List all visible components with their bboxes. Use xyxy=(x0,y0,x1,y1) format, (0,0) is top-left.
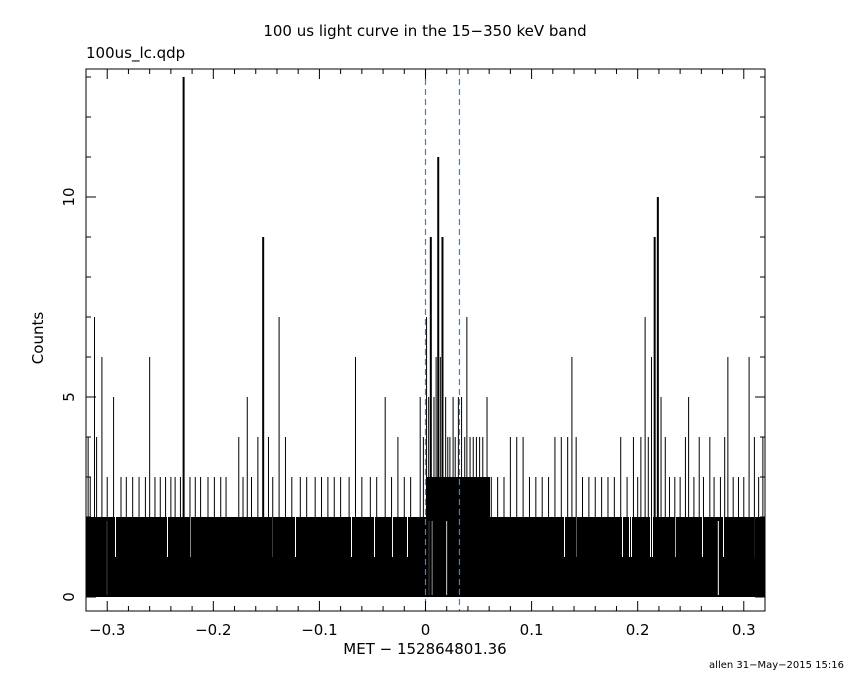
x-tick-label: −0.2 xyxy=(195,621,231,639)
x-tick-label: 0.3 xyxy=(732,621,756,639)
y-tick-label: 0 xyxy=(60,592,78,602)
axis-ticks: −0.3 −0.2 −0.1 0 0.1 0.2 0.3 0 5 10 xyxy=(60,69,766,639)
light-curve-bars xyxy=(86,77,765,597)
x-tick-label: 0 xyxy=(421,621,431,639)
x-tick-label: −0.1 xyxy=(301,621,337,639)
footer-stamp: allen 31−May−2015 15:16 xyxy=(709,660,844,671)
file-label: 100us_lc.qdp xyxy=(86,44,186,62)
x-tick-label: 0.2 xyxy=(626,621,650,639)
x-tick-label: −0.3 xyxy=(89,621,125,639)
y-tick-label: 10 xyxy=(60,187,78,206)
trigger-interval-lines xyxy=(424,69,461,611)
chart-title: 100 us light curve in the 15−350 keV ban… xyxy=(263,22,587,40)
y-axis-label: Counts xyxy=(29,311,47,365)
y-tick-label: 5 xyxy=(60,392,78,402)
x-axis-label: MET − 152864801.36 xyxy=(343,640,507,658)
x-tick-label: 0.1 xyxy=(520,621,544,639)
